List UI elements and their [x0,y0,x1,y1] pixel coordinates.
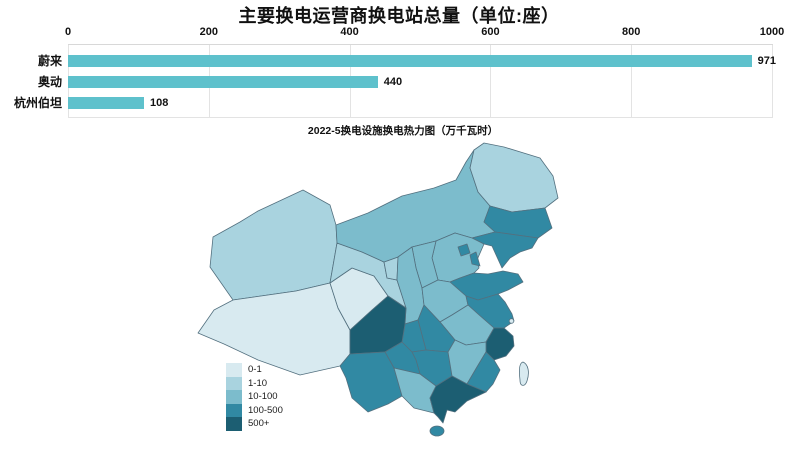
province-fujian [466,351,501,393]
legend-row: 1-10 [226,376,283,390]
legend-swatch [226,390,242,404]
x-axis-tick-label: 600 [481,26,500,38]
bar [68,97,145,109]
province-yunnan [339,351,403,413]
legend-row: 500+ [226,417,283,431]
bar-chart-gridline [631,45,633,117]
bar-value-label: 108 [150,97,169,109]
bar-chart-gridline [772,45,773,117]
province-xizang [197,282,351,376]
legend-row: 0-1 [226,363,283,377]
province-tianjin [469,251,481,267]
province-xinjiang [209,189,338,301]
x-axis-tick-label: 200 [199,26,218,38]
bar [68,55,752,67]
bar-category-label: 奥动 [37,75,62,89]
bar-value-label: 971 [757,55,776,67]
map-title: 2022-5换电设施换电热力图（万千瓦时） [307,125,499,137]
map-legend: 0-1 1-10 10-100 100-500 500+ [226,363,283,431]
legend-swatch [226,403,242,417]
legend-swatch [226,376,242,390]
bar-value-label: 440 [383,76,403,88]
legend-row: 10-100 [226,390,283,404]
legend-swatch [226,363,242,377]
province-hainan [429,425,445,437]
island-dot [508,318,515,324]
bar-category-label: 蔚来 [37,54,62,68]
bar-chart-title: 主要换电运营商换电站总量（单位:座） [238,6,560,26]
province-guangdong [429,375,487,424]
legend-label: 10-100 [248,391,278,402]
province-liaoning [471,231,539,269]
x-axis-tick-label: 1000 [759,26,785,38]
bar-chart-gridline [490,45,492,117]
x-axis-tick-label: 0 [64,26,72,38]
legend-swatch [226,417,242,431]
province-beijing [457,243,471,257]
legend-row: 100-500 [226,403,283,417]
province-taiwan [519,361,529,386]
legend-label: 0-1 [248,364,262,375]
bar-chart-top-axis-line [68,44,773,45]
legend-label: 1-10 [248,377,268,389]
bar-chart-bottom-axis-line [68,117,773,118]
legend-label: 100-500 [248,404,283,416]
bar-category-label: 杭州伯坦 [13,96,62,110]
bar [68,76,378,88]
x-axis-tick-label: 800 [622,26,641,38]
province-heilongjiang [469,142,559,213]
x-axis-tick-label: 400 [340,26,359,38]
legend-label: 500+ [248,418,270,429]
province-jilin [483,205,553,239]
